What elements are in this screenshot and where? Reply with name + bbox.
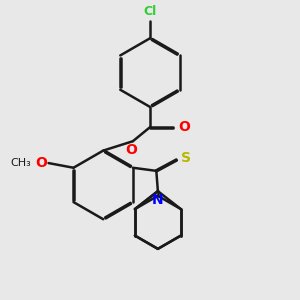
Text: O: O xyxy=(35,156,47,170)
Text: S: S xyxy=(181,152,191,165)
Text: O: O xyxy=(125,143,137,157)
Text: CH₃: CH₃ xyxy=(11,158,32,168)
Text: Cl: Cl xyxy=(143,5,157,18)
Text: O: O xyxy=(178,120,190,134)
Text: N: N xyxy=(152,193,164,207)
